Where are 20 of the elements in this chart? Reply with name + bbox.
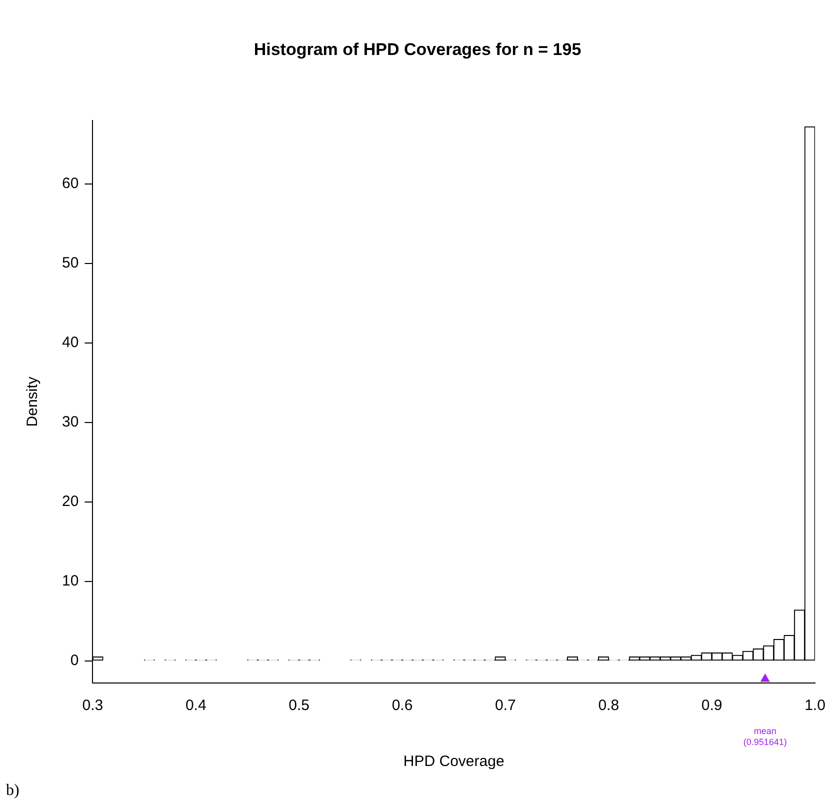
x-tick-label: 0.6 xyxy=(392,697,413,714)
y-tick-label: 50 xyxy=(62,254,79,272)
y-axis-title: Density xyxy=(24,376,42,427)
chart-title: Histogram of HPD Coverages for n = 195 xyxy=(254,40,582,59)
x-axis-title: HPD Coverage xyxy=(403,753,504,770)
y-tick-label: 0 xyxy=(70,652,79,669)
y-tick-label: 60 xyxy=(62,175,79,192)
text: b) xyxy=(6,782,20,800)
x-tick-label: 0.9 xyxy=(701,697,722,714)
y-tick-label: 40 xyxy=(62,334,79,352)
y-tick-label: 10 xyxy=(62,572,79,590)
x-tick-label: 0.8 xyxy=(598,697,620,714)
x-tick-label: 0.4 xyxy=(185,697,206,714)
y-tick-label: 30 xyxy=(62,414,79,430)
text: mean (0.951641) xyxy=(743,726,787,747)
y-tick-label: 20 xyxy=(62,492,79,510)
x-tick-label: 0.3 xyxy=(82,697,104,714)
x-tick-label: 0.7 xyxy=(495,697,516,714)
x-tick-label: 1.0 xyxy=(804,697,826,714)
x-tick-label: 0.5 xyxy=(288,697,310,714)
